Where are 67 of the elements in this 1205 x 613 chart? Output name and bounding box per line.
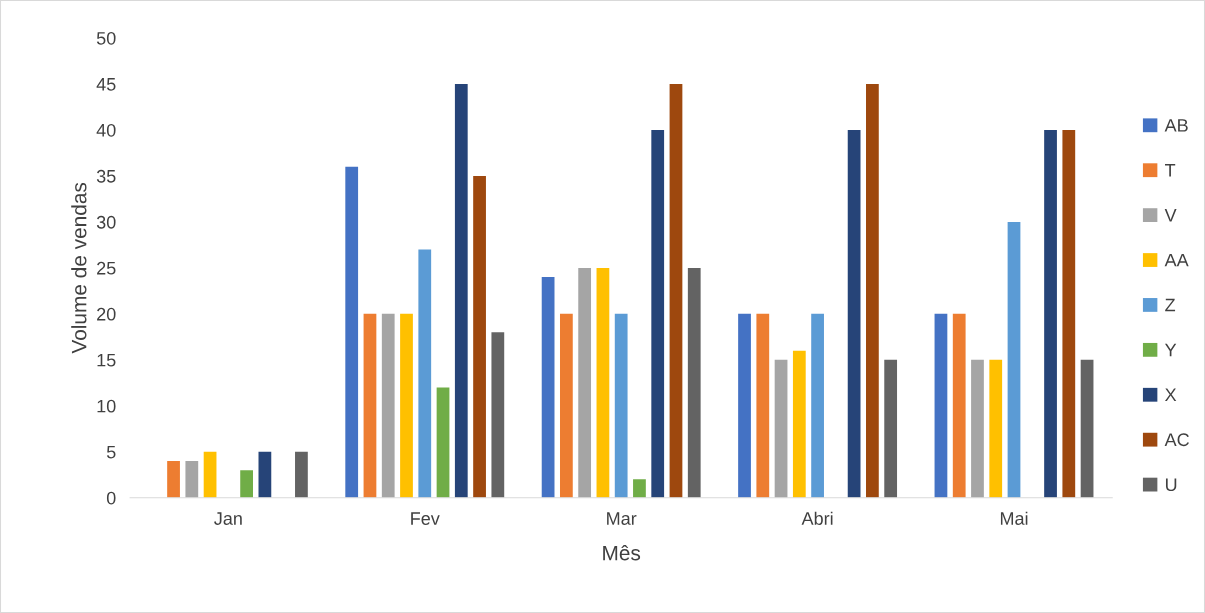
bar (792, 350, 806, 498)
bar (614, 313, 628, 498)
bar (559, 313, 573, 498)
y-tick-label: 50 (96, 31, 116, 45)
bar (167, 460, 180, 498)
y-tick-label: 30 (96, 215, 116, 229)
bar (1044, 129, 1057, 498)
bar (491, 332, 505, 498)
bar (258, 451, 272, 498)
bar (847, 129, 861, 498)
bar (295, 451, 308, 498)
x-tick-label: Fev (411, 512, 440, 525)
legend-label: T (1165, 164, 1176, 177)
x-tick-label: Mar (607, 512, 637, 525)
y-tick-label: 45 (96, 78, 116, 91)
x-tick-label: Abri (801, 511, 833, 525)
legend-label: AC (1164, 433, 1189, 447)
y-tick-label: 35 (96, 169, 116, 183)
bar (596, 267, 610, 498)
y-axis-title: Volume de vendas (71, 182, 87, 354)
bar (203, 451, 217, 498)
legend-label: X (1165, 388, 1177, 402)
bar (687, 267, 701, 498)
bar (952, 313, 966, 498)
x-tick-label: Jan (214, 512, 242, 525)
bar (541, 277, 555, 498)
y-tick-label: 40 (96, 123, 116, 137)
bar (578, 267, 592, 498)
legend-label: U (1165, 478, 1177, 492)
bar (1007, 221, 1021, 498)
bar (381, 313, 395, 498)
bar (1080, 359, 1094, 498)
y-tick-label: 0 (106, 491, 116, 505)
bar (436, 387, 450, 498)
bar (971, 359, 984, 498)
legend-label: Z (1165, 298, 1176, 312)
bar (345, 166, 359, 498)
bar (756, 313, 770, 498)
legend-label: V (1164, 208, 1177, 222)
legend-label: AA (1164, 253, 1189, 267)
bar (934, 313, 948, 498)
bar (240, 470, 253, 498)
bar (811, 313, 824, 498)
bar (633, 479, 646, 498)
bar (989, 359, 1003, 498)
bar (669, 83, 683, 498)
bar (1062, 129, 1076, 498)
legend-label: Y (1164, 343, 1177, 357)
y-tick-label: 10 (97, 399, 116, 413)
y-tick-label: 5 (106, 445, 116, 459)
x-axis-title: Mês (603, 545, 641, 561)
bar (774, 359, 788, 498)
bar (454, 83, 468, 498)
x-tick-label: Mai (1000, 511, 1028, 525)
y-tick-label: 20 (97, 307, 116, 321)
bar (418, 249, 432, 498)
bar (473, 175, 486, 498)
bar (738, 313, 751, 498)
bar (866, 83, 879, 498)
bar (651, 129, 665, 498)
y-tick-label: 15 (97, 353, 116, 367)
bar (185, 460, 199, 498)
bar (363, 313, 377, 498)
bar (400, 313, 413, 498)
legend-label: AB (1164, 119, 1188, 132)
bar (884, 359, 898, 498)
y-tick-label: 25 (97, 261, 116, 275)
